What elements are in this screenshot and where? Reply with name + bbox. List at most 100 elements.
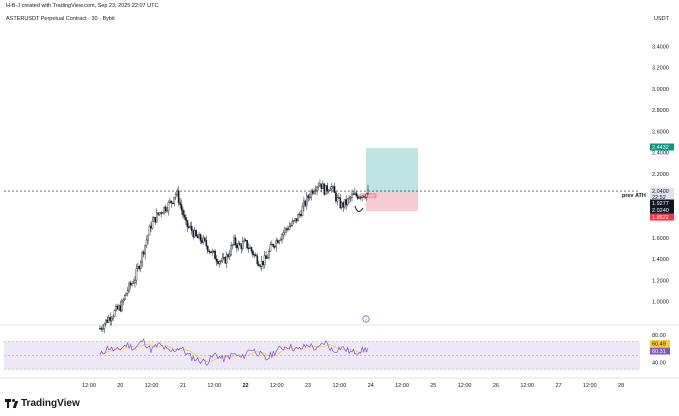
- candle-body: [348, 197, 350, 200]
- price-tag-last: [650, 206, 674, 214]
- candle-body: [198, 234, 200, 239]
- x-tick-label: 12:00: [82, 383, 96, 389]
- rsi-ma-tag-label: 60.49: [652, 342, 666, 348]
- candle-body: [292, 220, 295, 222]
- y-tick-label: 1.0000: [652, 300, 669, 306]
- candle-body: [217, 261, 219, 264]
- candle-body: [297, 214, 299, 222]
- candle-body: [281, 234, 283, 240]
- candle-body: [174, 194, 177, 198]
- candle-body: [268, 251, 270, 258]
- candle-body: [224, 257, 227, 264]
- candle-body: [170, 200, 173, 204]
- candle-body: [346, 198, 349, 205]
- rsi-line: [99, 337, 369, 366]
- candle-body: [308, 197, 311, 199]
- candle-body: [212, 250, 215, 252]
- candle-body: [239, 243, 241, 246]
- candle-body: [358, 197, 361, 199]
- x-tick-label: 12:00: [395, 383, 409, 389]
- candle-body: [163, 206, 165, 214]
- price-tag-countdown: [650, 193, 674, 201]
- x-tick-label: 12:00: [458, 383, 472, 389]
- candle-body: [122, 299, 125, 302]
- x-tick-label: 28: [618, 383, 624, 389]
- candle-body: [324, 185, 327, 195]
- candle-body: [310, 190, 312, 198]
- event-marker-icon: [362, 315, 370, 323]
- candle-body: [272, 244, 275, 247]
- candle-body: [131, 283, 133, 286]
- candle-body: [125, 292, 128, 296]
- candle-body: [322, 183, 324, 189]
- candle-body: [153, 216, 155, 222]
- candle-body: [266, 257, 269, 259]
- prev-ath-label: prev ATH: [622, 193, 646, 199]
- x-tick-label: 26: [493, 383, 499, 389]
- candle-body: [151, 220, 154, 229]
- candle-body: [190, 226, 193, 232]
- candle-body: [128, 282, 130, 291]
- candle-body: [354, 192, 356, 195]
- price-tag-label: 2.0240: [652, 208, 669, 214]
- x-tick-label: 12:00: [520, 383, 534, 389]
- candle-body: [233, 237, 235, 245]
- symbol-title: ASTERUSDT Perpetual Contract · 30 · Bybi…: [6, 16, 115, 22]
- candle-body: [287, 228, 289, 230]
- candle-body: [179, 202, 181, 205]
- candle-body: [223, 257, 225, 259]
- x-tick-label: 12:00: [207, 383, 221, 389]
- candle-body: [185, 217, 187, 221]
- price-tag-label: 1.8522: [652, 215, 669, 221]
- price-tag-label: 1.9277: [652, 201, 669, 207]
- candle-body: [169, 200, 171, 203]
- candle-body: [227, 254, 229, 257]
- candle-body: [116, 305, 119, 310]
- candle-body: [295, 218, 298, 222]
- candle-body: [135, 268, 138, 281]
- candle-body: [298, 213, 301, 216]
- candle-body: [147, 234, 149, 241]
- tradingview-logo[interactable]: TradingView: [5, 398, 80, 409]
- candle-body: [100, 328, 103, 330]
- price-tag-target: [650, 143, 674, 151]
- candle-body: [326, 185, 329, 192]
- candle-body: [234, 237, 237, 246]
- candle-body: [247, 247, 250, 250]
- candle-body: [214, 250, 216, 260]
- y-tick-label: 2.2000: [652, 172, 669, 178]
- candle-body: [205, 240, 208, 247]
- candle-body: [138, 266, 141, 269]
- candle-body: [220, 260, 222, 262]
- candle-body: [209, 251, 212, 254]
- candle-body: [106, 319, 109, 323]
- candle-body: [129, 282, 132, 286]
- x-tick-label: 12:00: [270, 383, 284, 389]
- candle-body: [340, 202, 343, 208]
- candle-body: [351, 193, 353, 198]
- candle-body: [231, 244, 234, 246]
- candle-body: [304, 200, 307, 206]
- candle-body: [183, 214, 186, 218]
- candle-body: [182, 209, 184, 216]
- candle-body: [255, 254, 257, 257]
- loss-zone: [366, 191, 418, 212]
- y-tick-label: 2.6000: [652, 129, 669, 135]
- candle-body: [157, 212, 160, 215]
- candle-body: [121, 300, 123, 312]
- candle-body: [263, 255, 266, 265]
- candle-body: [188, 226, 190, 228]
- candle-body: [172, 202, 174, 204]
- candle-body: [259, 265, 262, 267]
- candle-body: [236, 244, 238, 249]
- candle-body: [105, 319, 107, 325]
- candle-body: [333, 186, 336, 193]
- candle-body: [107, 317, 110, 323]
- candle-body: [173, 196, 176, 204]
- candle-body: [208, 250, 211, 253]
- candle-body: [192, 230, 195, 238]
- candle-body: [294, 218, 296, 221]
- candle-body: [335, 192, 337, 202]
- candle-body: [260, 260, 263, 267]
